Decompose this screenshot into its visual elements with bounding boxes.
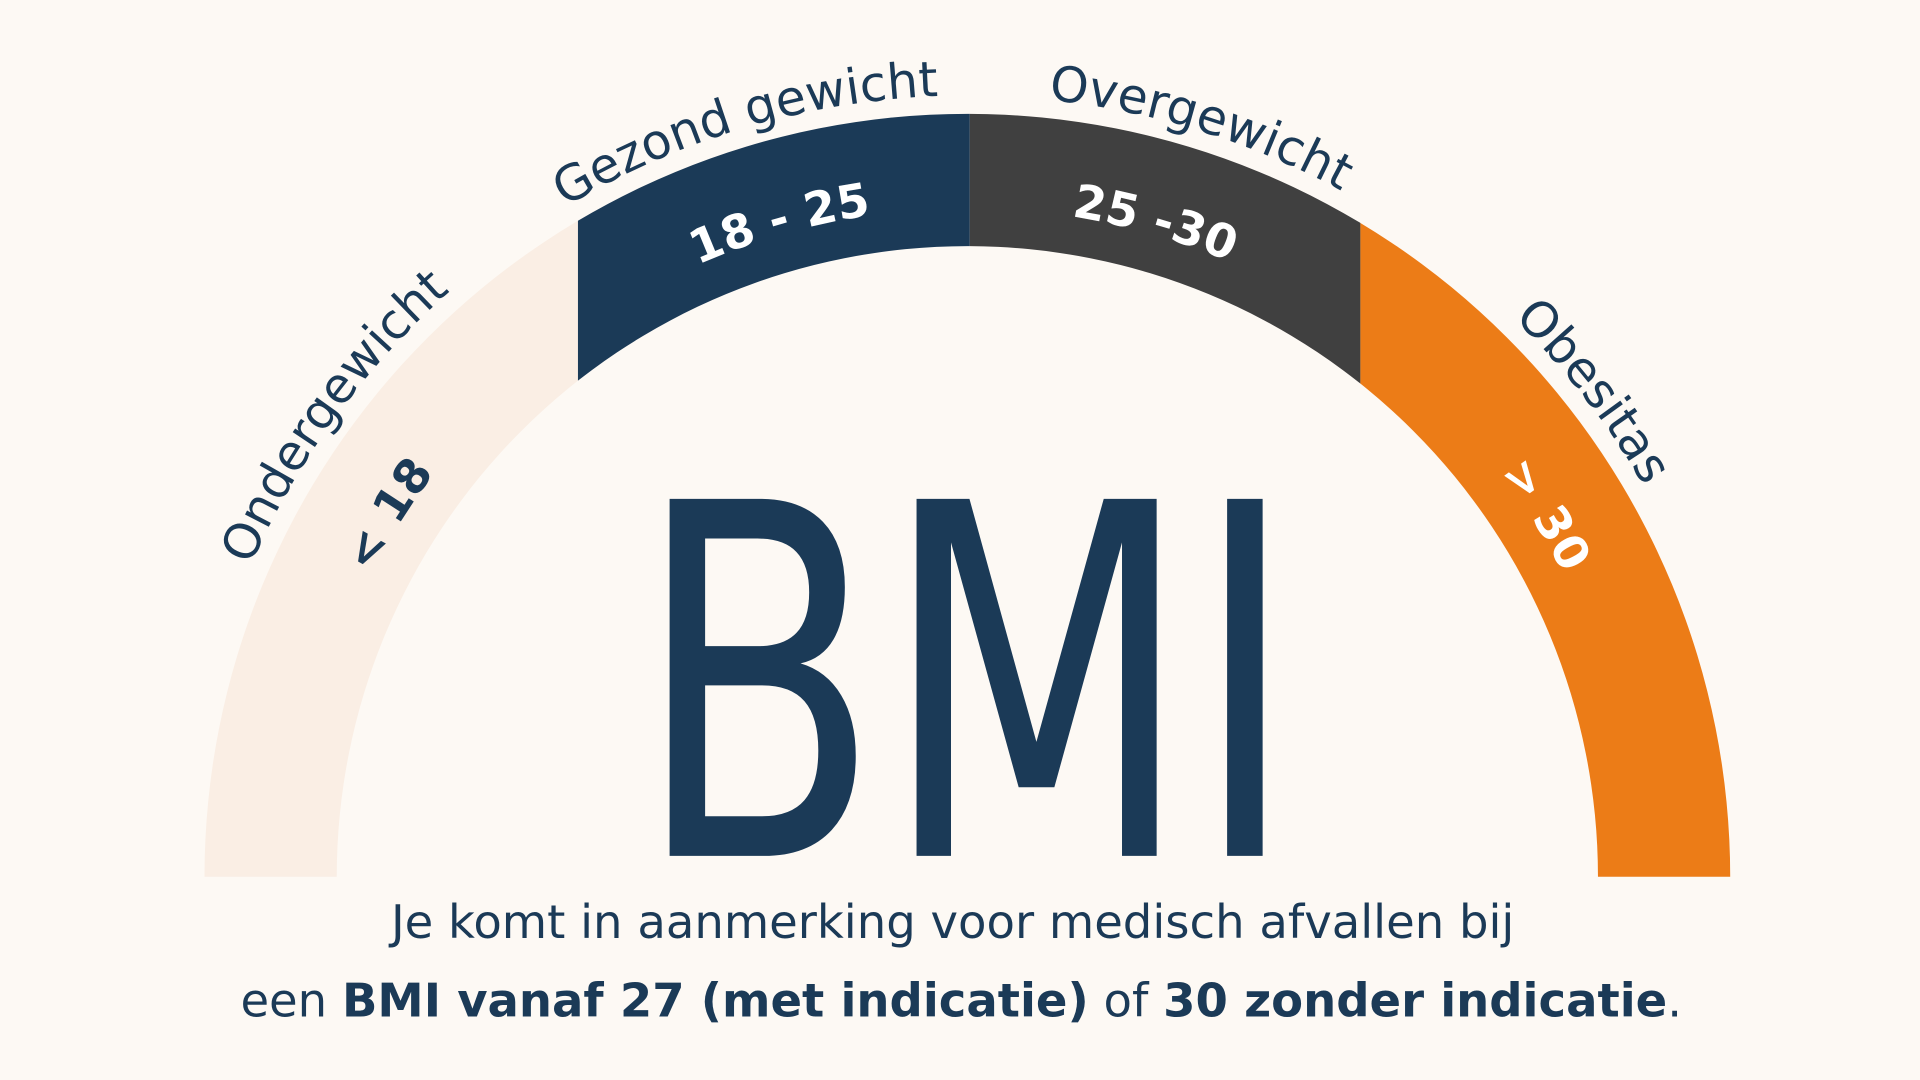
- segment-underweight: [204, 220, 578, 877]
- caption-line-1: Je komt in aanmerking voor medisch afval…: [388, 895, 1514, 949]
- segment-overweight: [969, 113, 1361, 384]
- caption-line-2: een BMI vanaf 27 (met indicatie) of 30 z…: [240, 973, 1682, 1027]
- segment-obesity: [1360, 223, 1731, 877]
- bmi-title: BMI: [634, 401, 1298, 972]
- bmi-gauge: [204, 113, 1731, 877]
- segment-healthy: [577, 113, 970, 381]
